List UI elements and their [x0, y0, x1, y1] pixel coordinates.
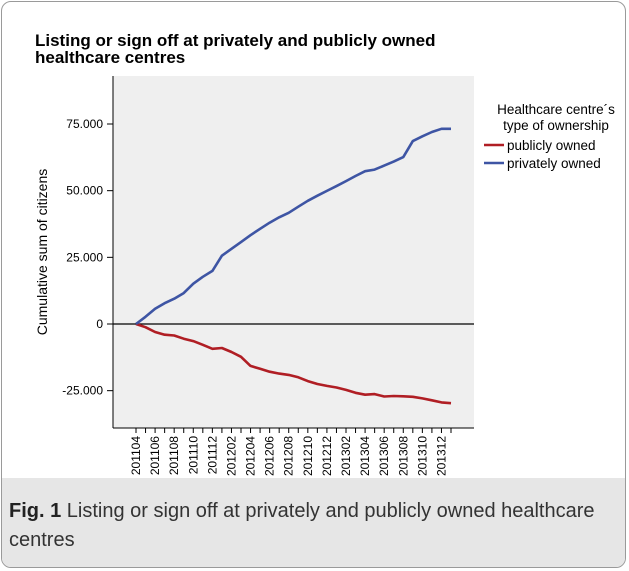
x-tick-label: 201106	[148, 436, 162, 475]
chart-title: Listing or sign off at privately and pub…	[35, 31, 435, 67]
x-tick-label: 201212	[320, 436, 334, 476]
y-tick-label: 50.000	[66, 184, 103, 198]
y-tick-label: 25.000	[66, 250, 103, 264]
x-tick-label: 201308	[396, 436, 410, 476]
x-tick-label: 201104	[129, 436, 143, 475]
x-tick-label: 201206	[263, 436, 277, 476]
y-tick-label: 75.000	[66, 117, 103, 131]
x-tick-label: 201304	[358, 436, 372, 476]
y-axis: -25.000 0 25.000 50.000 75.000	[62, 76, 114, 428]
figure-label: Fig. 1	[9, 500, 62, 522]
x-tick-label: 201112	[205, 436, 219, 475]
legend-title: type of ownership	[503, 118, 609, 133]
legend-entry: privately owned	[507, 156, 601, 171]
series-line-privately-owned	[135, 127, 451, 326]
x-tick-label: 201306	[377, 436, 391, 476]
x-tick-label: 201108	[167, 436, 181, 475]
x-tick-label: 201302	[339, 436, 353, 476]
figure-caption-text: Listing or sign off at privately and pub…	[9, 500, 595, 551]
chart-title-line: Listing or sign off at privately and pub…	[35, 31, 435, 50]
figure-caption: Fig. 1 Listing or sign off at privately …	[9, 497, 609, 555]
x-tick-label: 201202	[224, 436, 238, 476]
y-tick-label: -25.000	[62, 384, 103, 398]
x-tick-label: 201210	[301, 436, 315, 476]
x-tick-label: 201204	[244, 436, 258, 476]
series-line-publicly-owned	[135, 322, 452, 405]
x-axis: 201104 201106 201108 201110 201112 201202 2012…	[113, 427, 474, 476]
legend-entry: publicly owned	[507, 138, 596, 153]
x-tick-label: 201110	[186, 436, 200, 475]
plot-area	[113, 76, 474, 428]
series-lines	[135, 127, 452, 405]
y-tick-label: 0	[96, 317, 103, 331]
caption-band	[2, 478, 625, 567]
x-tick-label: 201312	[434, 436, 448, 476]
x-tick-label: 201310	[415, 436, 429, 476]
y-axis-label: Cumulative sum of citizens	[34, 169, 50, 336]
legend-title: Healthcare centre´s	[497, 102, 615, 117]
chart-title-line: healthcare centres	[35, 48, 185, 67]
x-tick-label: 201208	[282, 436, 296, 476]
